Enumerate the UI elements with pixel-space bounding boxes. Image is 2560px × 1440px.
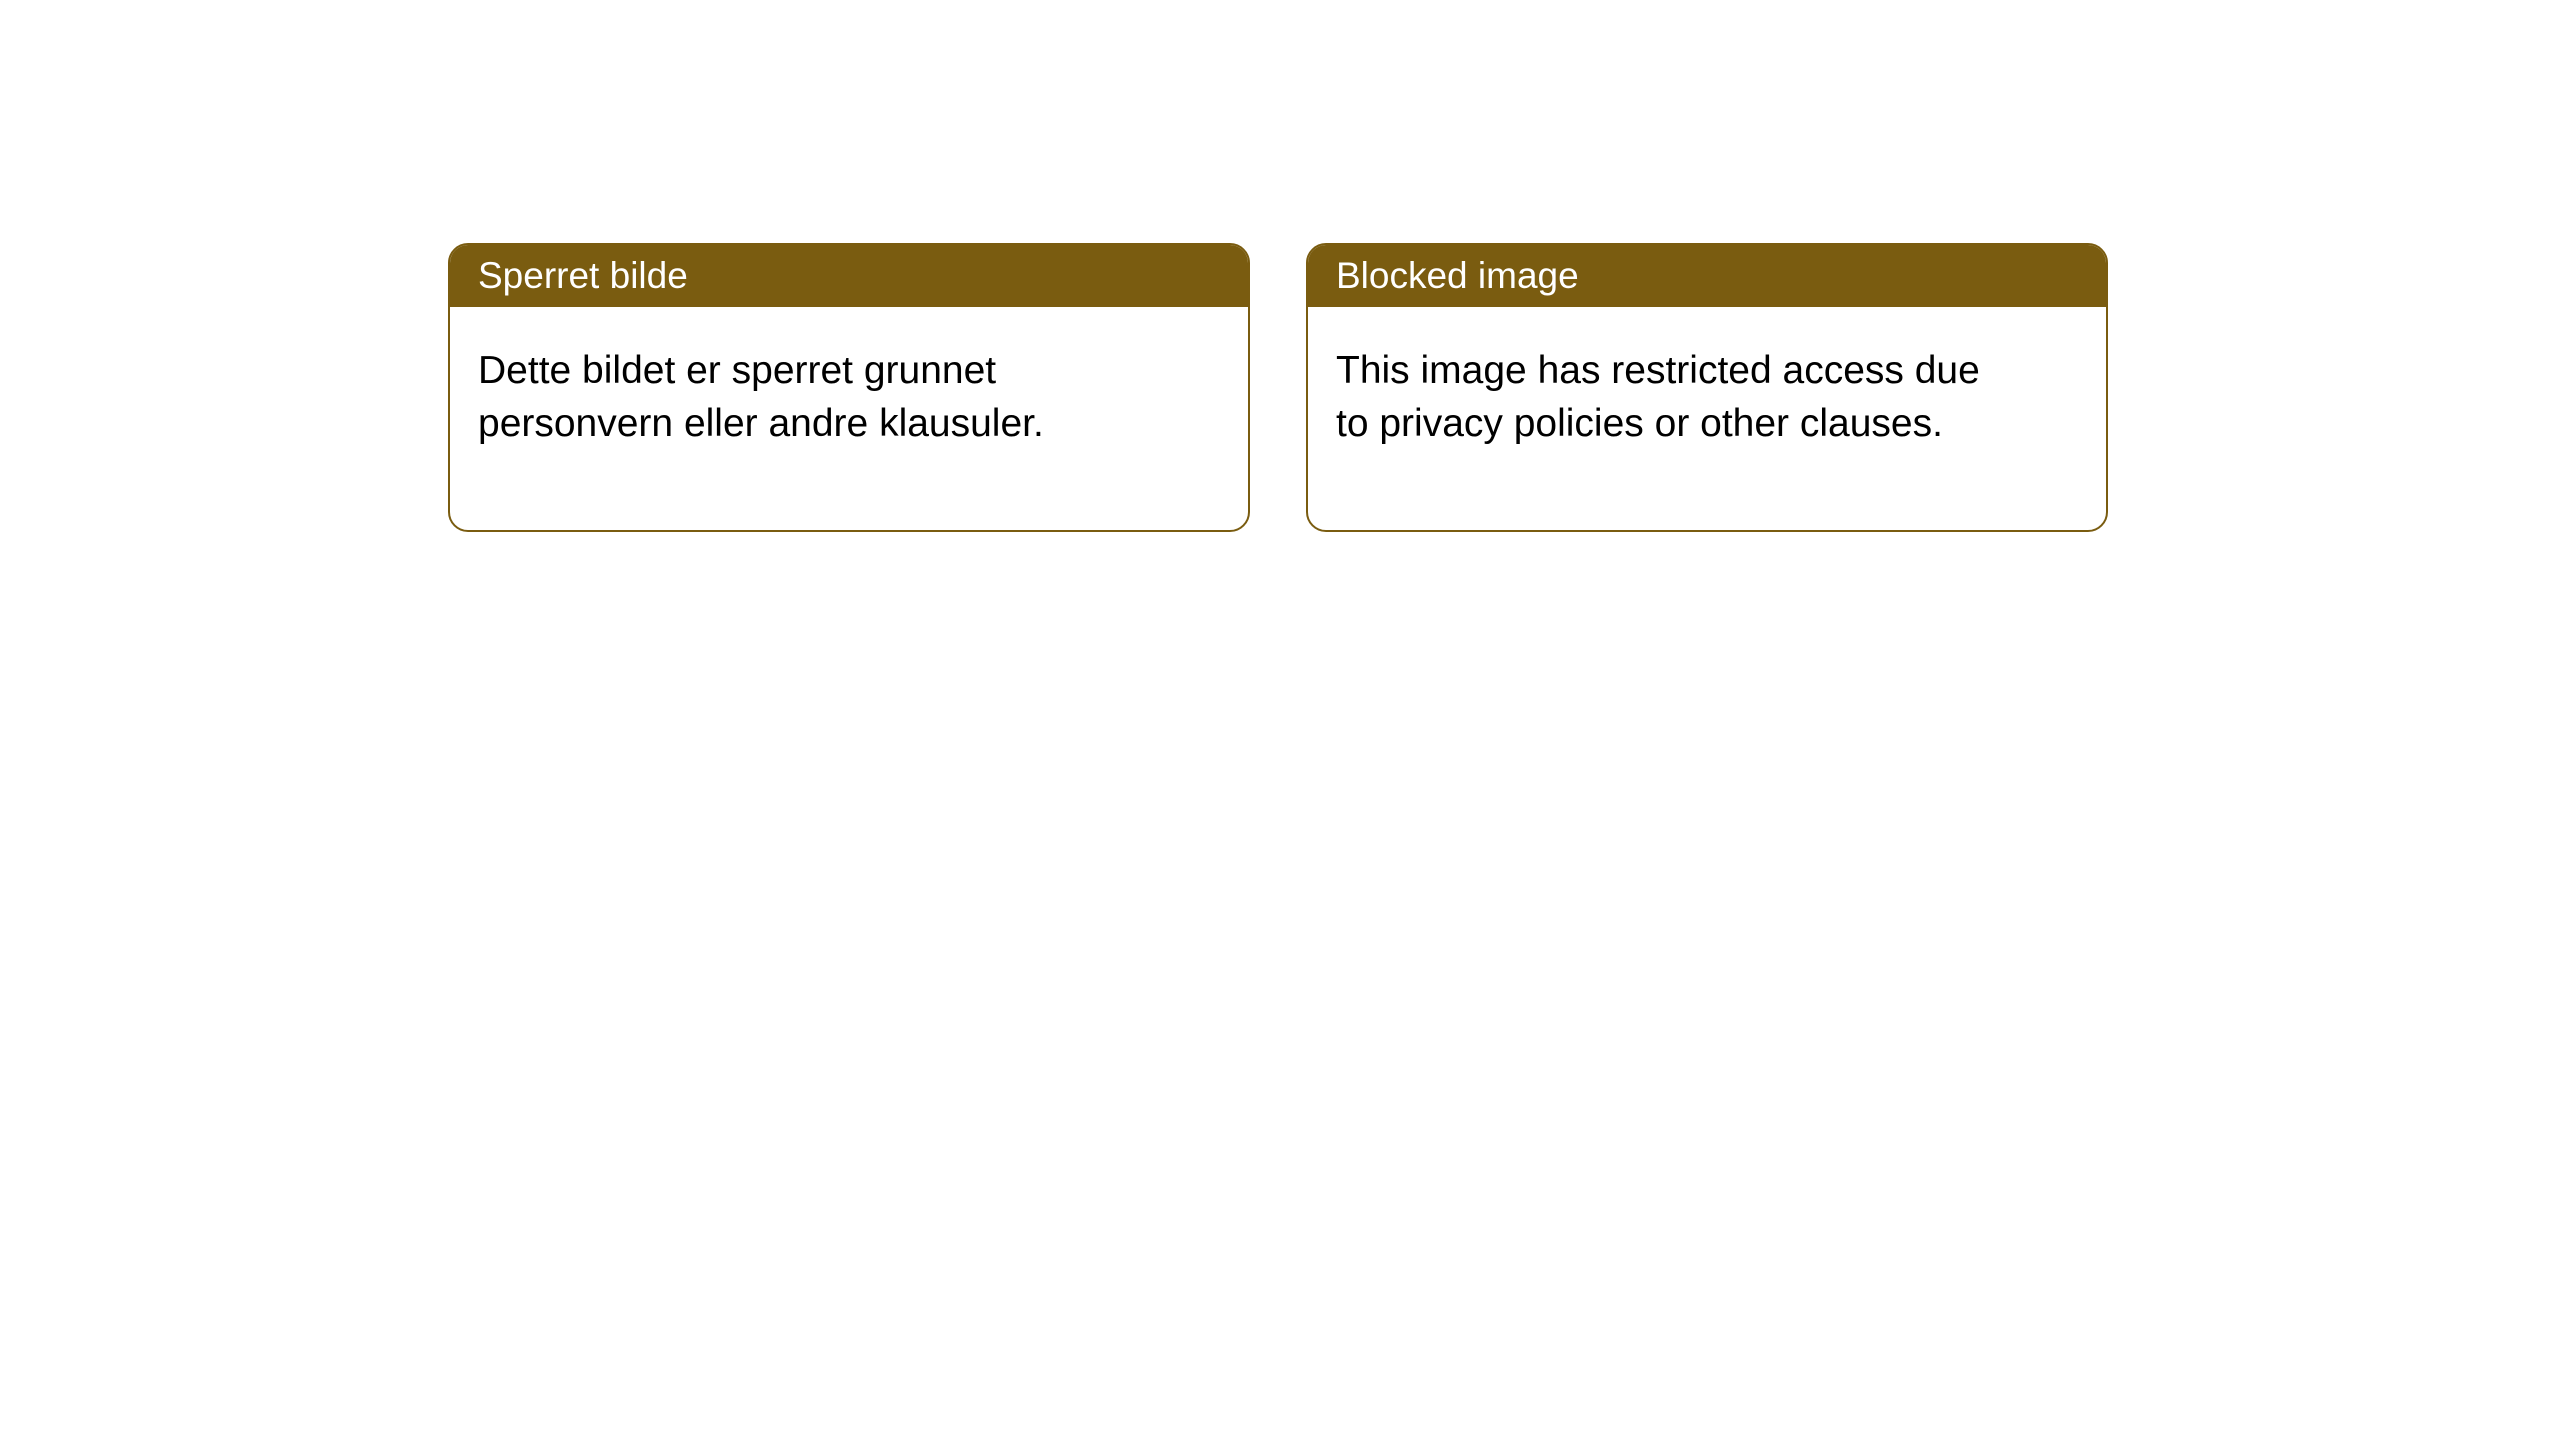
- notice-header: Blocked image: [1308, 245, 2106, 307]
- notice-container: Sperret bilde Dette bildet er sperret gr…: [0, 0, 2560, 532]
- notice-title: Blocked image: [1336, 255, 1579, 296]
- notice-card-norwegian: Sperret bilde Dette bildet er sperret gr…: [448, 243, 1250, 532]
- notice-body: This image has restricted access due to …: [1308, 307, 2028, 530]
- notice-body: Dette bildet er sperret grunnet personve…: [450, 307, 1170, 530]
- notice-card-english: Blocked image This image has restricted …: [1306, 243, 2108, 532]
- notice-text: Dette bildet er sperret grunnet personve…: [478, 349, 1044, 445]
- notice-text: This image has restricted access due to …: [1336, 349, 1980, 445]
- notice-title: Sperret bilde: [478, 255, 688, 296]
- notice-header: Sperret bilde: [450, 245, 1248, 307]
